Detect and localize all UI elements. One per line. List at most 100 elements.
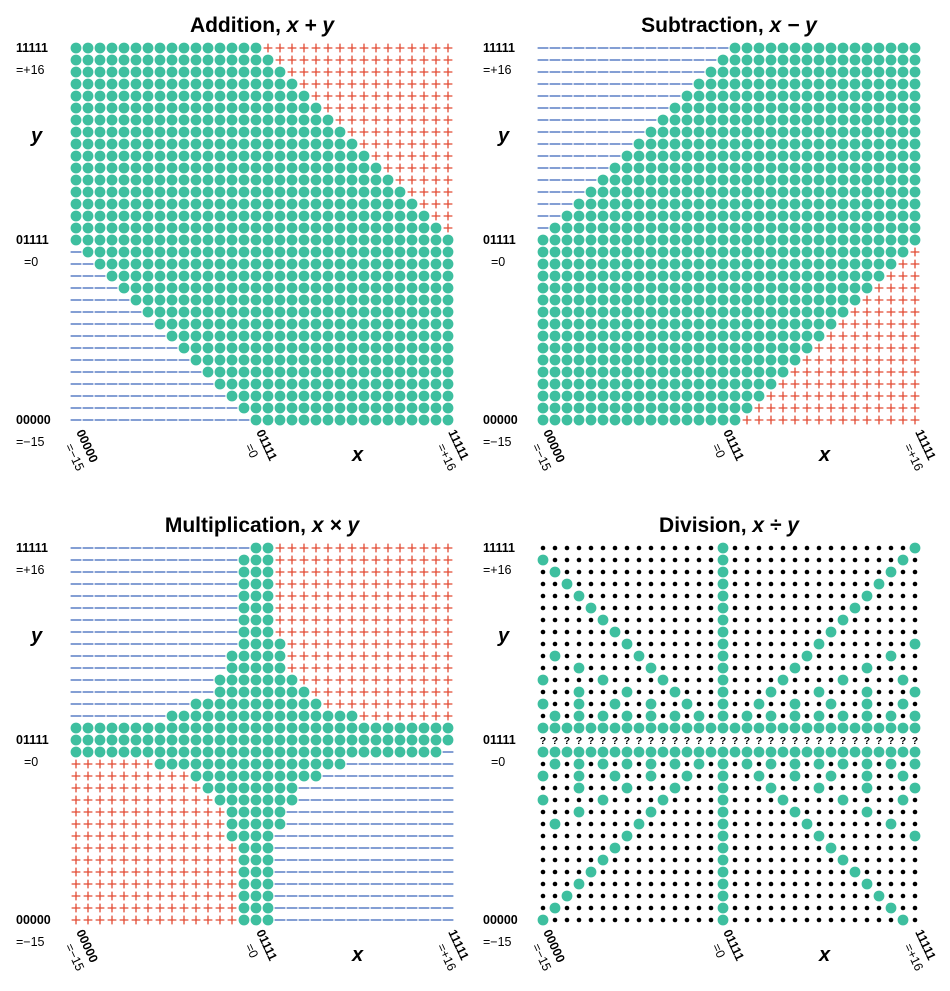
cell-inexact bbox=[852, 881, 858, 887]
cell-exact bbox=[286, 222, 298, 234]
cell-exact bbox=[765, 378, 777, 390]
cell-exact bbox=[717, 554, 729, 566]
cell-exact bbox=[238, 90, 250, 102]
cell-exact bbox=[190, 102, 202, 114]
cell-exact bbox=[549, 366, 561, 378]
cell-positive bbox=[155, 891, 165, 901]
cell-inexact bbox=[792, 857, 798, 863]
cell-positive bbox=[155, 879, 165, 889]
cell-positive bbox=[443, 127, 453, 137]
cell-exact bbox=[226, 126, 238, 138]
cell-exact bbox=[621, 318, 633, 330]
cell-exact bbox=[741, 198, 753, 210]
cell-exact bbox=[142, 78, 154, 90]
cell-inexact bbox=[624, 773, 630, 779]
cell-positive bbox=[850, 367, 860, 377]
cell-exact bbox=[729, 210, 741, 222]
cell-inexact bbox=[612, 881, 618, 887]
cell-inexact bbox=[804, 545, 810, 551]
cell-exact bbox=[717, 782, 729, 794]
cell-positive bbox=[143, 915, 153, 925]
cell-exact bbox=[597, 342, 609, 354]
cell-exact bbox=[214, 366, 226, 378]
cell-exact bbox=[717, 330, 729, 342]
cell-positive bbox=[311, 615, 321, 625]
cell-exact bbox=[262, 710, 274, 722]
cell-inexact bbox=[828, 809, 834, 815]
cell-positive bbox=[287, 615, 297, 625]
cell-exact bbox=[777, 210, 789, 222]
cell-positive bbox=[371, 591, 381, 601]
cell-inexact bbox=[636, 581, 642, 587]
cell-exact bbox=[334, 318, 346, 330]
cell-exact bbox=[370, 234, 382, 246]
cell-positive bbox=[347, 579, 357, 589]
cell-exact bbox=[202, 770, 214, 782]
cell-exact bbox=[142, 246, 154, 258]
cell-exact bbox=[717, 602, 729, 614]
cell-exact bbox=[298, 354, 310, 366]
cell-exact bbox=[118, 258, 130, 270]
cell-exact bbox=[777, 138, 789, 150]
cell-positive bbox=[323, 79, 333, 89]
cell-exact bbox=[214, 78, 226, 90]
cell-exact bbox=[70, 746, 82, 758]
y-tick-top-bits: 11111 bbox=[16, 41, 48, 55]
cell-exact bbox=[741, 126, 753, 138]
cell-inexact bbox=[672, 881, 678, 887]
cell-exact bbox=[202, 782, 214, 794]
cell-exact bbox=[202, 342, 214, 354]
cell-inexact bbox=[864, 857, 870, 863]
cell-inexact bbox=[876, 677, 882, 683]
cell-exact bbox=[681, 294, 693, 306]
cell-exact bbox=[286, 198, 298, 210]
cell-exact bbox=[801, 306, 813, 318]
cell-positive bbox=[95, 903, 105, 913]
cell-inexact bbox=[588, 785, 594, 791]
cell-exact bbox=[310, 258, 322, 270]
cell-exact bbox=[597, 306, 609, 318]
cell-positive bbox=[143, 843, 153, 853]
cell-exact bbox=[681, 126, 693, 138]
cell-exact bbox=[250, 578, 262, 590]
cell-positive bbox=[371, 43, 381, 53]
cell-exact bbox=[214, 734, 226, 746]
cell-positive bbox=[395, 579, 405, 589]
cell-positive bbox=[299, 55, 309, 65]
cell-exact bbox=[645, 138, 657, 150]
cell-positive bbox=[167, 807, 177, 817]
cell-exact bbox=[358, 390, 370, 402]
cell-exact bbox=[717, 758, 729, 770]
cell-inexact bbox=[840, 845, 846, 851]
cell-positive bbox=[383, 579, 393, 589]
cell-exact bbox=[94, 102, 106, 114]
cell-exact bbox=[94, 114, 106, 126]
cell-exact bbox=[130, 198, 142, 210]
cell-positive bbox=[179, 915, 189, 925]
cell-positive bbox=[395, 103, 405, 113]
cell-inexact bbox=[840, 629, 846, 635]
cell-positive bbox=[347, 67, 357, 77]
cell-exact bbox=[717, 258, 729, 270]
cell-exact bbox=[573, 686, 585, 698]
cell-exact bbox=[262, 602, 274, 614]
cell-positive bbox=[191, 915, 201, 925]
cell-exact bbox=[681, 234, 693, 246]
cell-exact bbox=[573, 414, 585, 426]
cell-inexact bbox=[816, 545, 822, 551]
cell-exact bbox=[813, 186, 825, 198]
cell-exact bbox=[765, 246, 777, 258]
cell-exact bbox=[250, 414, 262, 426]
cell-exact bbox=[681, 390, 693, 402]
cell-inexact bbox=[912, 905, 918, 911]
cell-exact bbox=[621, 162, 633, 174]
cell-inexact bbox=[672, 893, 678, 899]
cell-exact bbox=[406, 318, 418, 330]
cell-inexact bbox=[612, 557, 618, 563]
cell-positive bbox=[431, 711, 441, 721]
cell-exact bbox=[298, 126, 310, 138]
cell-positive bbox=[383, 687, 393, 697]
y-tick-top-value: =+16 bbox=[16, 563, 45, 577]
cell-positive bbox=[359, 79, 369, 89]
cell-inexact bbox=[696, 593, 702, 599]
